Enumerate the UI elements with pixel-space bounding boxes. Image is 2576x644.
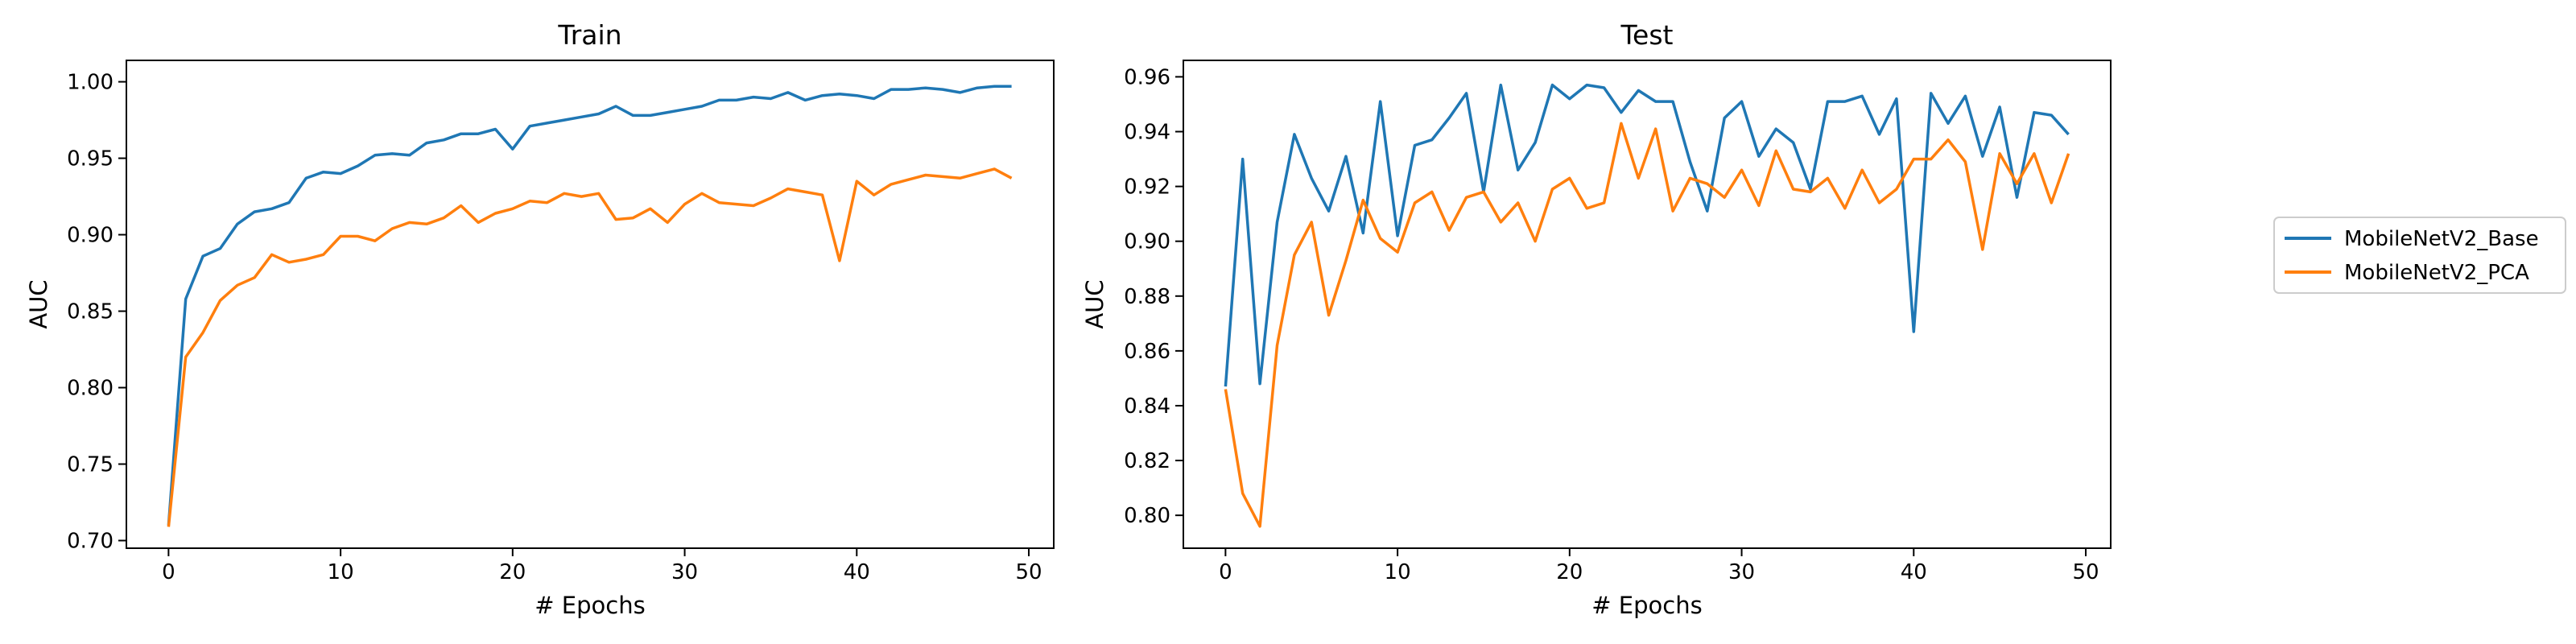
test-series-line-pca	[1224, 122, 2070, 528]
test-x-tick-label: 10	[1385, 560, 1411, 584]
test-y-tick-label: 0.92	[1124, 175, 1170, 200]
train-y-tick-label: 0.70	[67, 530, 114, 554]
legend-label-pca: MobileNetV2_PCA	[2344, 261, 2529, 285]
test-x-tick-label: 30	[1728, 560, 1755, 584]
test-y-tick-label: 0.80	[1124, 504, 1170, 528]
test-x-axis-label: # Epochs	[1591, 592, 1702, 619]
test-y-tick-label: 0.94	[1124, 121, 1170, 145]
test-x-tick-label: 0	[1219, 560, 1232, 584]
train-y-tick-label: 1.00	[67, 71, 114, 95]
test-x-tick-label: 50	[2072, 560, 2099, 584]
train-plot-frame	[126, 60, 1055, 549]
train-y-tick-label: 0.80	[67, 377, 114, 401]
test-y-axis-label: AUC	[1081, 279, 1108, 328]
train-x-axis-label: # Epochs	[535, 592, 645, 619]
train-y-tick-label: 0.85	[67, 300, 114, 324]
test-x-tick-label: 40	[1901, 560, 1927, 584]
train-y-axis-label: AUC	[25, 279, 52, 328]
test-title: Test	[1620, 19, 1674, 51]
legend: MobileNetV2_Base MobileNetV2_PCA	[2273, 217, 2566, 294]
train-y-tick-label: 0.75	[67, 453, 114, 477]
train-panel: Train # Epochs AUC 0 10 20 30 40 50 0.70 0.75 0.…	[25, 19, 1055, 619]
test-x-tick-label: 20	[1556, 560, 1583, 584]
test-y-tick-label: 0.82	[1124, 449, 1170, 473]
test-series	[1224, 83, 2070, 528]
test-y-tick-label: 0.96	[1124, 65, 1170, 89]
test-series-line-base	[1224, 83, 2070, 387]
train-y-tick-label: 0.95	[67, 147, 114, 171]
test-y-tick-label: 0.84	[1124, 394, 1170, 419]
train-series	[167, 85, 1013, 527]
train-title: Train	[557, 19, 621, 51]
legend-box	[2273, 217, 2566, 294]
test-y-tick-label: 0.90	[1124, 230, 1170, 254]
train-ticks: 0 10 20 30 40 50 0.70 0.75 0.80 0.85 0.90 0.95 1.00	[67, 71, 1042, 584]
train-x-tick-label: 10	[328, 560, 354, 584]
train-x-tick-label: 40	[844, 560, 870, 584]
train-x-tick-label: 0	[162, 560, 175, 584]
train-x-tick-label: 50	[1015, 560, 1042, 584]
train-series-line-base	[167, 85, 1012, 526]
train-series-line-pca	[167, 167, 1013, 527]
test-plot-frame	[1183, 60, 2112, 549]
train-y-tick-label: 0.90	[67, 224, 114, 248]
train-x-tick-label: 30	[671, 560, 698, 584]
train-x-tick-label: 20	[499, 560, 526, 584]
test-y-tick-label: 0.86	[1124, 340, 1170, 364]
test-y-tick-label: 0.88	[1124, 285, 1170, 309]
test-panel: Test # Epochs AUC 0 10 20 30 40 50 0.80 0.82 0.8…	[1081, 19, 2112, 619]
test-ticks: 0 10 20 30 40 50 0.80 0.82 0.84 0.86 0.88 0.90 0.92 0…	[1124, 65, 2099, 584]
legend-label-base: MobileNetV2_Base	[2344, 227, 2539, 251]
